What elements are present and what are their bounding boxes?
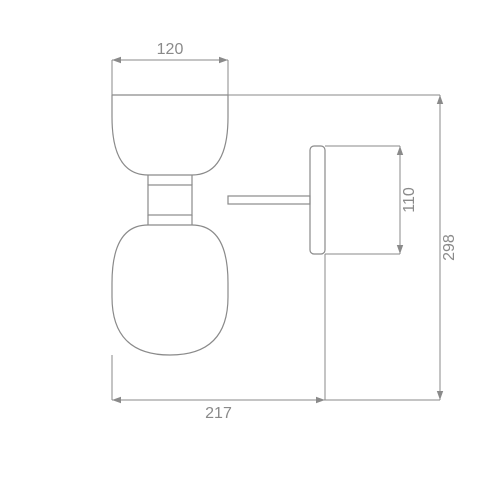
- arrowhead: [437, 391, 443, 400]
- dim-120-label: 120: [157, 41, 184, 58]
- arrowhead: [219, 57, 228, 63]
- arrowhead: [112, 57, 121, 63]
- mount-arm: [228, 196, 310, 204]
- top-shade: [112, 95, 228, 175]
- arrowhead: [112, 397, 121, 403]
- neck: [148, 185, 192, 215]
- dim-110-label: 110: [401, 187, 418, 213]
- dim-298-label: 298: [441, 234, 458, 261]
- arrowhead: [316, 397, 325, 403]
- technical-drawing: 120 217 110 298: [0, 0, 500, 500]
- arrowhead: [437, 95, 443, 104]
- bottom-shade: [112, 225, 228, 355]
- dim-217-label: 217: [205, 405, 232, 422]
- arrowhead: [397, 146, 403, 155]
- arrowhead: [397, 245, 403, 254]
- mount-plate: [310, 146, 325, 254]
